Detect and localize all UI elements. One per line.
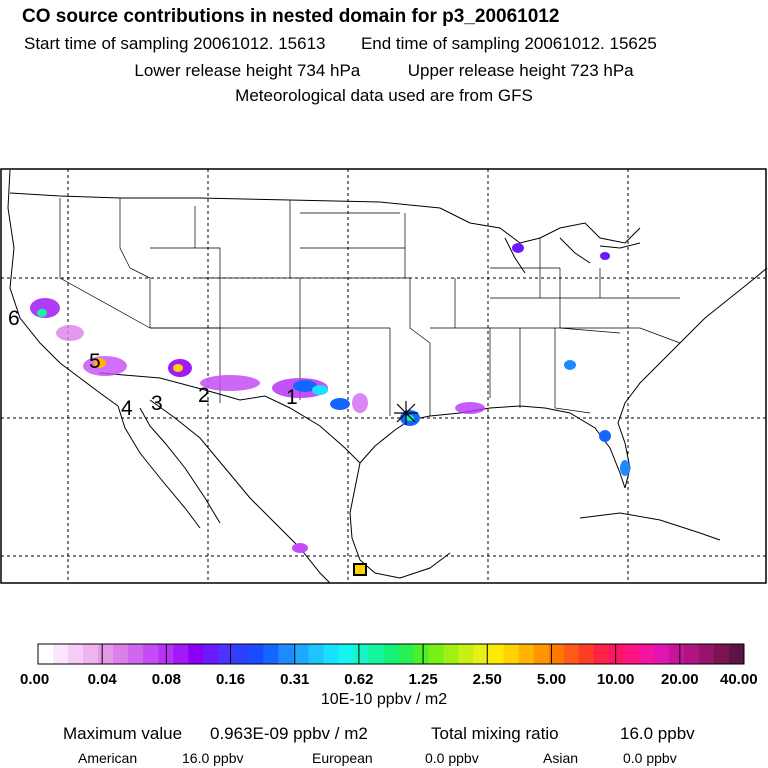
color-scale-tick-label: 2.50 xyxy=(473,671,502,688)
color-scale-tick-label: 20.00 xyxy=(661,671,699,688)
color-scale-cell xyxy=(113,644,129,664)
color-scale-cell xyxy=(98,644,114,664)
color-scale-cell xyxy=(458,644,474,664)
asian-value: 0.0 ppbv xyxy=(623,750,677,766)
color-scale-cell xyxy=(683,644,700,664)
color-scale-tick-label: 0.00 xyxy=(20,671,49,688)
color-scale-cell xyxy=(338,644,354,664)
color-scale-cell xyxy=(353,644,369,664)
max-value-marker xyxy=(353,563,367,576)
scale-unit: 10E-10 ppbv / m2 xyxy=(320,691,448,708)
european-value: 0.0 ppbv xyxy=(425,750,479,766)
european-label: European xyxy=(312,750,373,766)
source-label-5: 5 xyxy=(89,350,101,373)
american-label: American xyxy=(78,750,138,766)
color-scale-cell xyxy=(368,644,384,664)
sampling-times: Start time of sampling 20061012. 15613 E… xyxy=(24,34,657,54)
total-mixing-value: 16.0 ppbv xyxy=(620,724,695,743)
color-scale-tick-label: 1.25 xyxy=(408,671,437,688)
state-boundaries xyxy=(59,198,681,416)
max-value-label: Maximum value xyxy=(63,724,183,743)
color-scale-cell xyxy=(233,644,249,664)
color-scale-cell xyxy=(548,644,565,664)
lower-release-label: Lower release height 734 hPa xyxy=(134,61,361,80)
color-scale-cell xyxy=(533,644,550,664)
source-label-3: 3 xyxy=(151,392,163,415)
color-scale-cell xyxy=(503,644,519,664)
coastlines-and-borders xyxy=(7,169,768,584)
color-scale-cells xyxy=(37,643,745,665)
color-scale-cell xyxy=(668,644,685,664)
american-value: 16.0 ppbv xyxy=(182,750,244,766)
source-label-2: 2 xyxy=(198,384,210,407)
color-scale-cell xyxy=(443,644,459,664)
contribution-patches xyxy=(30,243,630,576)
color-scale-cell xyxy=(263,644,279,664)
color-scale-cell xyxy=(323,644,339,664)
color-scale-cell xyxy=(428,644,444,664)
color-scale-tick-label: 0.08 xyxy=(152,671,181,688)
color-scale-cell xyxy=(53,644,69,664)
color-scale-tick-label: 10.00 xyxy=(597,671,635,688)
color-scale-cell xyxy=(653,644,670,664)
color-scale-tick-label: 0.16 xyxy=(216,671,245,688)
color-scale-cell xyxy=(488,644,504,664)
color-scale-cell xyxy=(713,644,730,664)
color-scale-cell xyxy=(203,644,219,664)
release-heights: Lower release height 734 hPa Upper relea… xyxy=(0,61,768,81)
source-label-4: 4 xyxy=(121,397,133,420)
asian-label: Asian xyxy=(543,750,579,766)
color-scale-cell xyxy=(188,644,204,664)
color-scale-cell xyxy=(248,644,264,664)
color-scale-cell xyxy=(413,644,429,664)
color-scale-cell xyxy=(293,644,309,664)
source-contribution-map: 6 5 4 3 2 1 xyxy=(0,168,768,584)
max-value: 0.963E-09 ppbv / m2 xyxy=(210,724,368,743)
color-scale-cell xyxy=(158,644,174,664)
color-scale-cell xyxy=(518,644,534,664)
color-scale-cell xyxy=(143,644,159,664)
lat-lon-grid xyxy=(1,169,767,583)
color-scale-tick-label: 0.04 xyxy=(88,671,118,688)
map-frame xyxy=(0,168,767,584)
source-label-1: 1 xyxy=(286,386,298,409)
color-scale: 0.00 0.04 0.08 0.16 0.31 0.62 1.25 2.50 5.00 10.0… xyxy=(20,643,758,688)
color-scale-tick-label: 5.00 xyxy=(537,671,566,688)
color-scale-cell xyxy=(218,644,234,664)
color-scale-cell xyxy=(578,644,595,664)
color-scale-cell xyxy=(638,644,655,664)
color-scale-tick-label: 0.31 xyxy=(280,671,309,688)
color-scale-cell xyxy=(128,644,144,664)
end-time-label: End time of sampling 20061012. 15625 xyxy=(360,34,657,53)
plot-title: CO source contributions in nested domain… xyxy=(22,6,560,27)
color-scale-cell xyxy=(308,644,324,664)
total-mixing-label: Total mixing ratio xyxy=(431,724,559,743)
color-scale-cell xyxy=(83,644,99,664)
met-data-label: Meteorological data used are from GFS xyxy=(235,86,533,105)
upper-release-label: Upper release height 723 hPa xyxy=(407,61,634,80)
color-scale-cell xyxy=(173,644,189,664)
color-scale-cell xyxy=(563,644,580,664)
color-scale-cell xyxy=(383,644,399,664)
color-scale-cell xyxy=(623,644,640,664)
color-scale-cell xyxy=(398,644,414,664)
color-scale-cell xyxy=(278,644,294,664)
color-scale-tick-label: 0.62 xyxy=(344,671,373,688)
color-scale-cell xyxy=(473,644,489,664)
color-scale-cell xyxy=(38,644,54,664)
color-scale-cell xyxy=(698,644,715,664)
color-scale-cell xyxy=(728,644,745,664)
color-scale-ticks: 0.00 0.04 0.08 0.16 0.31 0.62 1.25 2.50 5.00 10.0… xyxy=(20,644,758,688)
color-scale-cell xyxy=(68,644,84,664)
star-icon xyxy=(394,401,418,425)
source-label-6: 6 xyxy=(8,307,20,330)
color-scale-cell xyxy=(608,644,625,664)
color-scale-cell xyxy=(593,644,610,664)
start-time-label: Start time of sampling 20061012. 15613 xyxy=(24,34,326,53)
color-scale-tick-label: 40.00 xyxy=(720,671,758,688)
